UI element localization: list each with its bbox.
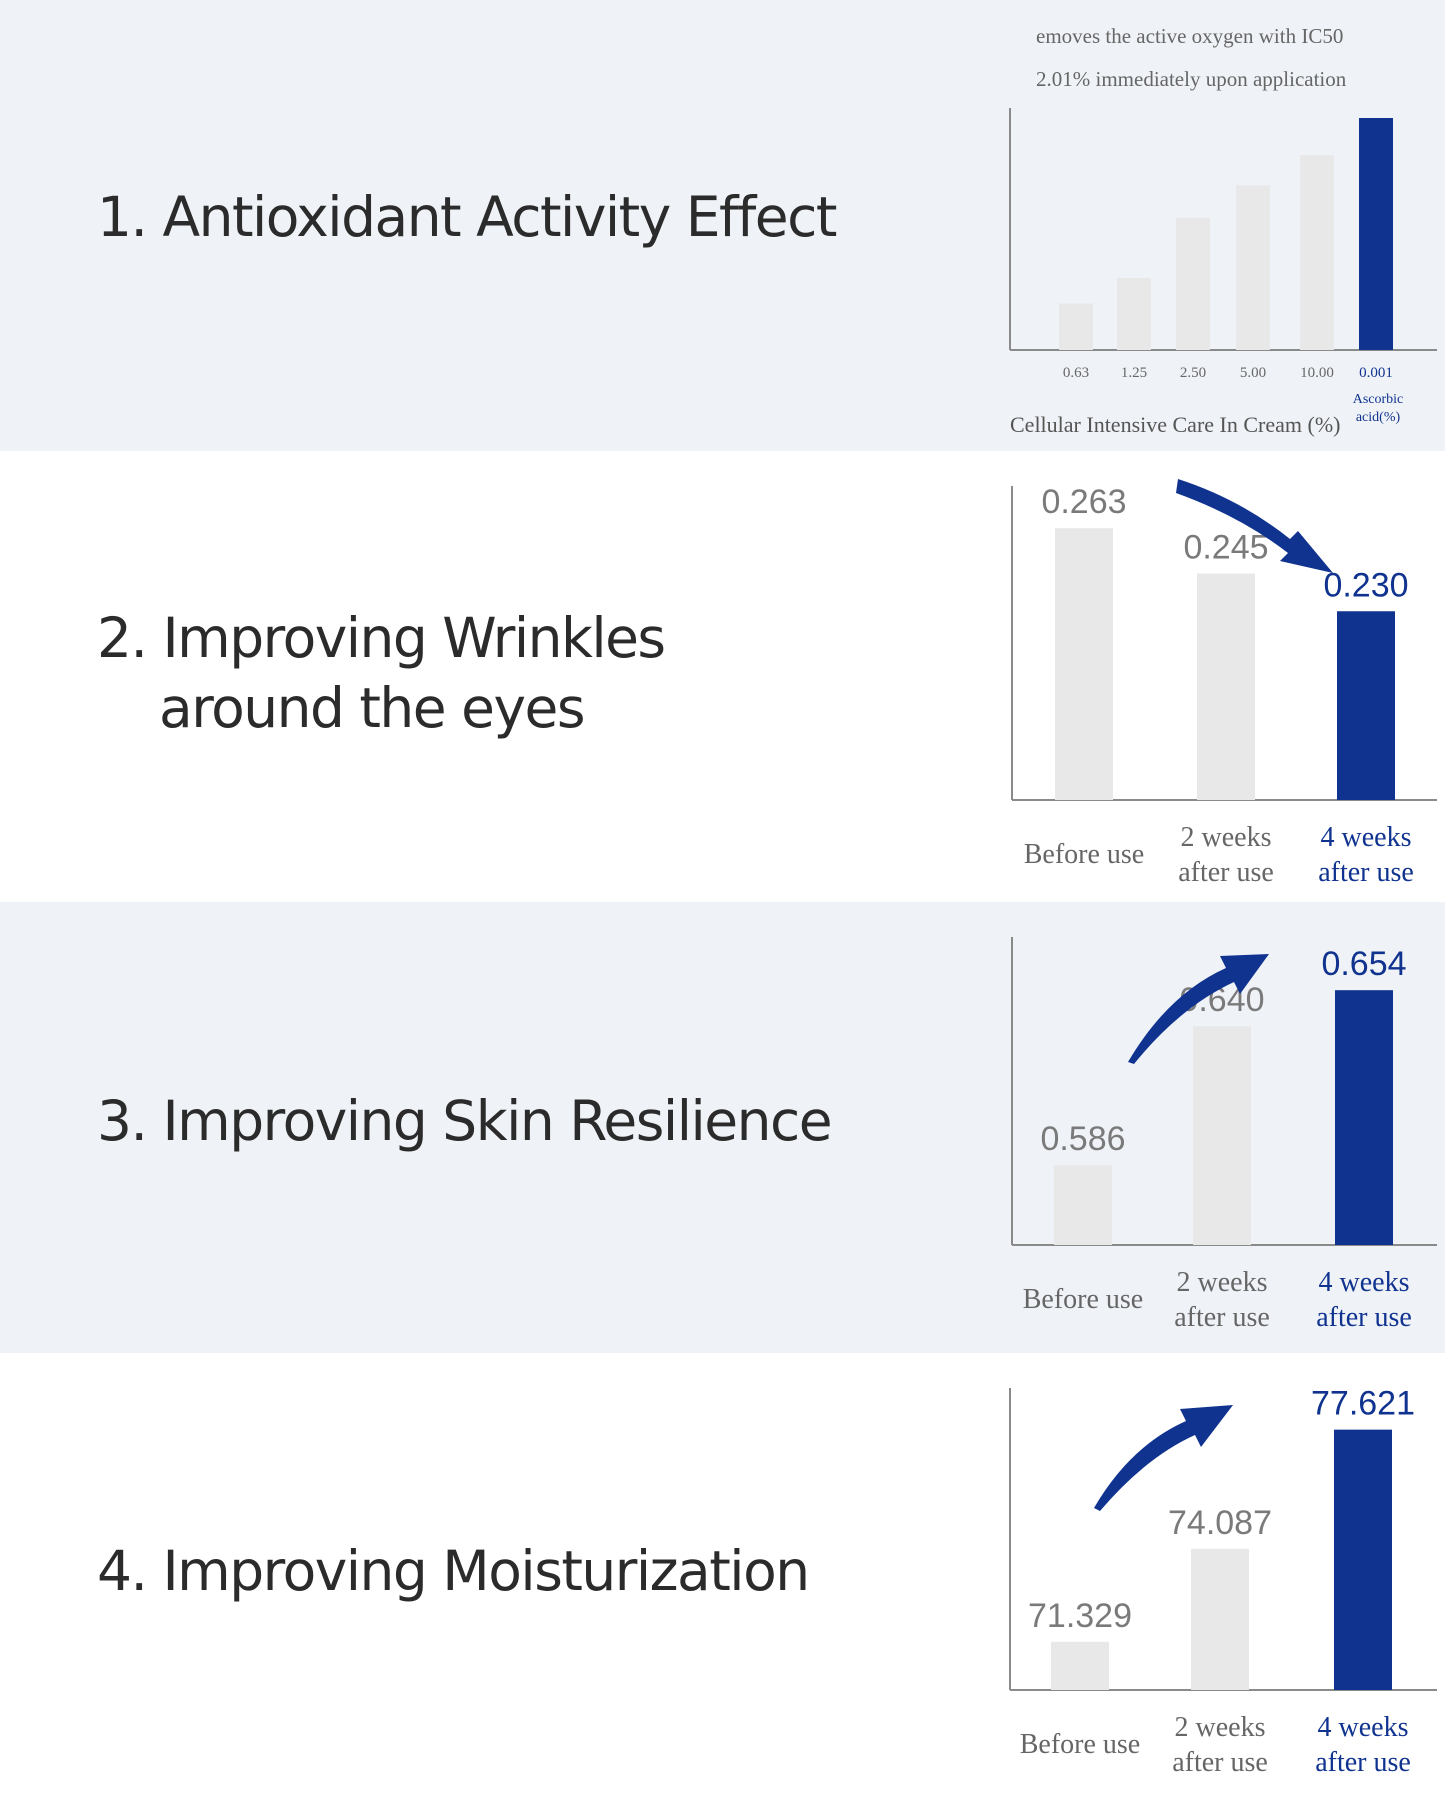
- x-tick-label: after use: [1316, 1302, 1412, 1333]
- section-resilience: 3. Improving Skin Resilience 0.586 Before…: [0, 902, 1445, 1353]
- chart-bar: [1337, 611, 1395, 800]
- section-heading: 4. Improving Moisturization: [97, 1536, 810, 1606]
- section-antioxidant: 1. Antioxidant Activity Effect emoves th…: [0, 0, 1445, 451]
- chart-bar: [1197, 573, 1255, 800]
- x-axis-label: Cellular Intensive Care In Cream (%): [1010, 412, 1340, 437]
- section-moisturization: 4. Improving Moisturization 71.329 Before…: [0, 1353, 1445, 1806]
- chart-bar: [1359, 118, 1393, 350]
- wrinkles-bar-chart: 0.263 Before use 0.245 2 weeks after use 0.23…: [1011, 479, 1437, 888]
- chart-bar: [1055, 528, 1113, 800]
- arrow-up-right-icon: [1128, 954, 1269, 1064]
- section-heading: 1. Antioxidant Activity Effect: [97, 182, 837, 252]
- x-tick-label: 2.50: [1180, 365, 1206, 381]
- data-label: 0.263: [1041, 483, 1126, 521]
- x-tick-label: 1.25: [1121, 365, 1147, 381]
- chart-bar: [1300, 155, 1334, 350]
- moisturization-bar-chart: 71.329 Before use 74.087 2 weeks after use 77…: [1009, 1385, 1437, 1778]
- antioxidant-bar-chart: emoves the active oxygen with IC50 2.01% …: [1009, 24, 1437, 437]
- chart-bar: [1117, 278, 1151, 350]
- chart-bar: [1059, 303, 1093, 350]
- x-tick-label: 4 weeks: [1319, 1267, 1410, 1298]
- data-label: 0.245: [1183, 529, 1268, 567]
- x-tick-label: after use: [1172, 1747, 1268, 1778]
- chart-bar: [1334, 1429, 1392, 1690]
- chart-bar: [1236, 185, 1270, 350]
- section-heading: 3. Improving Skin Resilience: [97, 1086, 833, 1156]
- x-tick-label: 0.63: [1063, 365, 1089, 381]
- x-tick-label: 10.00: [1300, 365, 1334, 381]
- data-label: 71.329: [1028, 1597, 1132, 1635]
- chart-annotation: emoves the active oxygen with IC50: [1036, 24, 1343, 48]
- x-tick-sublabel: Ascorbic: [1353, 392, 1404, 407]
- chart-bar: [1335, 990, 1393, 1245]
- x-tick-sublabel: acid(%): [1356, 410, 1401, 425]
- x-tick-label: 2 weeks: [1175, 1712, 1266, 1743]
- x-tick-label: after use: [1174, 1302, 1270, 1333]
- x-tick-label: 2 weeks: [1177, 1267, 1268, 1298]
- x-tick-label: after use: [1318, 857, 1414, 888]
- x-tick-label: 0.001: [1359, 365, 1393, 381]
- data-label: 0.654: [1321, 945, 1406, 983]
- x-tick-label: Before use: [1020, 1729, 1141, 1760]
- section-wrinkles: 2. Improving Wrinkles around the eyes 0.…: [0, 451, 1445, 902]
- x-tick-label: after use: [1315, 1747, 1411, 1778]
- x-tick-label: Before use: [1023, 1284, 1144, 1315]
- x-tick-label: 5.00: [1240, 365, 1266, 381]
- chart-bar: [1054, 1165, 1112, 1245]
- x-tick-label: 4 weeks: [1318, 1712, 1409, 1743]
- heading-line: 3. Improving Skin Resilience: [97, 1089, 833, 1153]
- x-tick-label: after use: [1178, 857, 1274, 888]
- heading-line: around the eyes: [159, 676, 585, 740]
- chart-annotation: 2.01% immediately upon application: [1036, 67, 1347, 91]
- chart-bar: [1191, 1548, 1249, 1690]
- section-heading: 2. Improving Wrinkles around the eyes: [97, 603, 666, 743]
- chart-bar: [1193, 1026, 1251, 1245]
- x-tick-label: 2 weeks: [1181, 822, 1272, 853]
- data-label: 0.230: [1323, 566, 1408, 604]
- x-tick-label: 4 weeks: [1321, 822, 1412, 853]
- data-label: 77.621: [1311, 1385, 1415, 1423]
- chart-bar: [1051, 1641, 1109, 1690]
- heading-line: 1. Antioxidant Activity Effect: [97, 185, 837, 249]
- heading-line: 2. Improving Wrinkles: [97, 606, 666, 670]
- data-label: 74.087: [1168, 1504, 1272, 1542]
- chart-bar: [1176, 217, 1210, 350]
- arrow-up-right-icon: [1094, 1405, 1233, 1511]
- arrow-down-right-icon: [1176, 479, 1333, 573]
- heading-line: 4. Improving Moisturization: [97, 1539, 810, 1603]
- data-label: 0.586: [1040, 1120, 1125, 1158]
- x-tick-label: Before use: [1024, 839, 1145, 870]
